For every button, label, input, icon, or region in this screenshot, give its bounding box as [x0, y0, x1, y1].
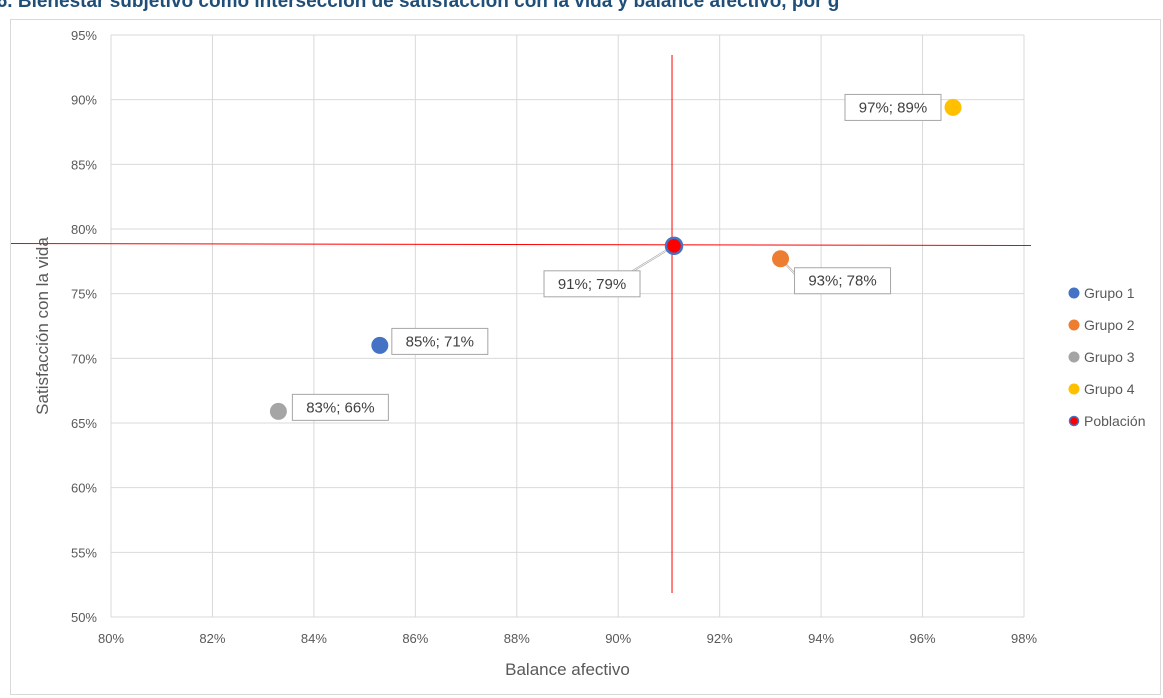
data-label: 97%; 89%: [859, 99, 927, 116]
x-tick-label: 82%: [199, 631, 225, 646]
data-label-box: [291, 393, 389, 421]
legend-marker: [1068, 383, 1080, 395]
data-label: 85%; 71%: [406, 333, 474, 350]
legend-label: Grupo 1: [1084, 285, 1135, 301]
legend-marker: [1068, 319, 1080, 331]
legend-label: Grupo 3: [1084, 349, 1135, 365]
y-tick-label: 60%: [71, 481, 97, 496]
legend-label: Grupo 2: [1084, 317, 1135, 333]
data-point-grupo-1: [371, 336, 389, 354]
data-label-box: [844, 93, 942, 121]
legend-label: Grupo 4: [1084, 381, 1135, 397]
y-tick-label: 95%: [71, 28, 97, 43]
y-tick-label: 50%: [71, 610, 97, 625]
legend-marker: [1068, 415, 1080, 427]
data-point-poblacion: [664, 236, 684, 256]
y-tick-label: 70%: [71, 351, 97, 366]
x-tick-label: 98%: [1011, 631, 1037, 646]
y-tick-label: 75%: [71, 287, 97, 302]
data-label: 93%; 78%: [808, 273, 876, 290]
x-tick-label: 88%: [504, 631, 530, 646]
x-tick-label: 94%: [808, 631, 834, 646]
data-point-grupo-3: [269, 402, 287, 420]
data-label: 91%; 79%: [558, 276, 626, 293]
legend-marker: [1068, 287, 1080, 299]
y-tick-label: 55%: [71, 545, 97, 560]
x-tick-label: 96%: [910, 631, 936, 646]
data-label-box: [391, 327, 489, 355]
y-tick-label: 85%: [71, 157, 97, 172]
legend-label: Población: [1084, 413, 1146, 429]
y-tick-label: 80%: [71, 222, 97, 237]
y-tick-label: 65%: [71, 416, 97, 431]
chart-title: ico 6. Bienestar subjetivo como intersec…: [0, 0, 840, 12]
x-tick-label: 90%: [605, 631, 631, 646]
y-axis-title: Satisfacción con la vida: [33, 237, 52, 415]
data-point-grupo-4: [944, 98, 962, 116]
data-label-box: [794, 267, 892, 295]
chart-area: 80% 82% 84% 86% 88% 90% 92% 94% 96% 98% 50% 55% 60% 6…: [10, 19, 1161, 695]
reference-line-horizontal: [11, 243, 1032, 247]
y-tick-label: 90%: [71, 93, 97, 108]
x-axis-title: Balance afectivo: [505, 660, 630, 679]
data-point-grupo-2: [772, 250, 790, 268]
x-tick-label: 92%: [707, 631, 733, 646]
data-label: 83%; 66%: [306, 399, 374, 416]
x-tick-label: 80%: [98, 631, 124, 646]
scatter-chart: 80% 82% 84% 86% 88% 90% 92% 94% 96% 98% 50% 55% 60% 6…: [11, 28, 1146, 679]
x-tick-label: 84%: [301, 631, 327, 646]
data-label-box: [543, 270, 641, 298]
x-tick-label: 86%: [402, 631, 428, 646]
legend-marker: [1068, 351, 1080, 363]
